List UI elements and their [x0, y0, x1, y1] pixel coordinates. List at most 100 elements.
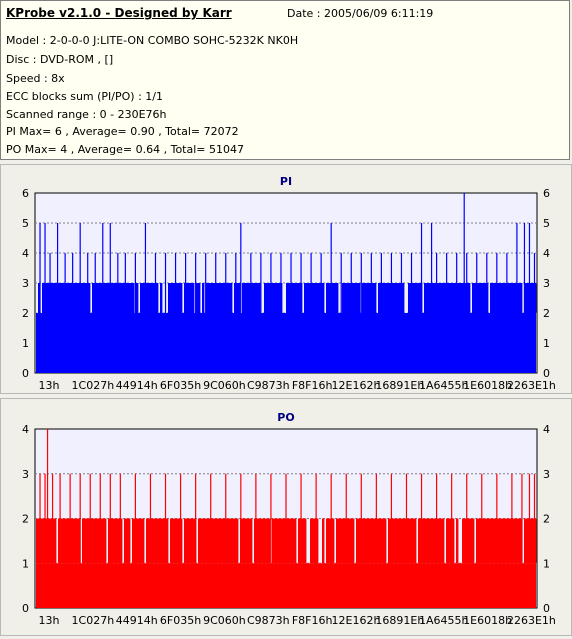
plateau-bar	[332, 283, 335, 313]
plateau-bar	[372, 518, 375, 564]
plateau-bar	[510, 283, 513, 313]
plateau-bar	[86, 518, 89, 564]
plateau-bar	[176, 283, 179, 313]
plateau-bar	[426, 283, 429, 313]
plateau-bar	[344, 283, 347, 313]
plateau-bar	[274, 518, 277, 564]
y-tick-label-right: 5	[543, 217, 550, 230]
y-tick-label-left: 2	[22, 513, 29, 526]
plateau-bar	[382, 518, 385, 564]
plateau-bar	[156, 283, 159, 313]
plateau-bar	[104, 518, 107, 564]
y-tick-label-left: 4	[22, 247, 29, 260]
plateau-bar	[508, 518, 511, 564]
plateau-bar	[500, 283, 503, 313]
plateau-bar	[474, 283, 477, 313]
plateau-bar	[48, 518, 51, 564]
plateau-bar	[242, 518, 245, 564]
plateau-bar	[482, 283, 485, 313]
plateau-bar	[504, 518, 507, 564]
plateau-bar	[348, 283, 351, 313]
plateau-bar	[98, 283, 101, 313]
plateau-bar	[358, 283, 361, 313]
plateau-bar	[410, 518, 413, 564]
plateau-bar	[48, 283, 51, 313]
plateau-bar	[388, 283, 391, 313]
baseline-bar	[36, 313, 536, 373]
plateau-bar	[260, 518, 263, 564]
plateau-bar	[42, 518, 45, 564]
plateau-bar	[58, 518, 61, 564]
plateau-bar	[328, 518, 331, 564]
plateau-bar	[152, 283, 155, 313]
plateau-bar	[288, 518, 291, 564]
plateau-bar	[96, 283, 99, 313]
plateau-bar	[450, 283, 453, 313]
plateau-bar	[126, 518, 129, 564]
plateau-bar	[264, 518, 267, 564]
plateau-bar	[210, 283, 213, 313]
plateau-bar	[400, 518, 403, 564]
plateau-bar	[380, 518, 383, 564]
plateau-bar	[444, 283, 447, 313]
plateau-bar	[412, 518, 415, 564]
chart-title: PO	[277, 411, 294, 424]
y-tick-label-left: 3	[22, 277, 29, 290]
x-tick-label: C9873h	[247, 614, 290, 627]
plateau-bar	[114, 283, 117, 313]
plateau-bar	[50, 518, 53, 564]
plateau-bar	[172, 518, 175, 564]
plateau-bar	[518, 283, 521, 313]
plateau-bar	[216, 283, 219, 313]
plateau-bar	[36, 518, 39, 564]
plateau-bar	[448, 283, 451, 313]
plateau-bar	[468, 518, 471, 564]
plateau-bar	[116, 518, 119, 564]
plateau-bar	[112, 283, 115, 313]
x-tick-label: F8F16h	[292, 379, 333, 392]
plateau-bar	[110, 518, 113, 564]
plateau-bar	[364, 518, 367, 564]
plateau-bar	[266, 518, 269, 564]
plateau-bar	[114, 518, 117, 564]
plateau-bar	[274, 283, 277, 313]
plateau-bar	[374, 518, 377, 564]
plateau-bar	[160, 283, 163, 313]
plateau-bar	[186, 283, 189, 313]
plateau-bar	[314, 283, 317, 313]
x-tick-label: F8F16h	[292, 614, 333, 627]
plateau-bar	[428, 283, 431, 313]
plateau-bar	[54, 518, 57, 564]
plateau-bar	[254, 518, 257, 564]
plateau-bar	[458, 283, 461, 313]
plateau-bar	[148, 283, 151, 313]
po-chart-panel: PO 0 0 1 1 2 2 3 3 4 4 13h 1C027h 44914h 6F035h 9C060h C…	[0, 398, 572, 636]
plateau-bar	[358, 518, 361, 564]
plateau-bar	[510, 518, 513, 564]
plateau-bar	[366, 283, 369, 313]
plateau-bar	[188, 518, 191, 564]
plateau-bar	[286, 283, 289, 313]
plateau-bar	[508, 283, 511, 313]
plateau-bar	[314, 518, 317, 564]
x-tick-label: 16891Eh	[375, 379, 424, 392]
plateau-bar	[68, 518, 71, 564]
plateau-bar	[190, 518, 193, 564]
plateau-bar	[252, 283, 255, 313]
plateau-bar	[76, 283, 79, 313]
plateau-bar	[202, 283, 205, 313]
plateau-bar	[226, 283, 229, 313]
plateau-bar	[452, 283, 455, 313]
x-tick-label: 1A6455h	[419, 379, 469, 392]
plateau-bar	[478, 283, 481, 313]
plateau-bar	[316, 283, 319, 313]
plateau-bar	[530, 283, 533, 313]
plateau-bar	[480, 283, 483, 313]
plateau-bar	[342, 518, 345, 564]
plateau-bar	[178, 518, 181, 564]
plateau-bar	[336, 518, 339, 564]
plateau-bar	[272, 518, 275, 564]
info-panel: KProbe v2.1.0 - Designed by Karr Date : …	[0, 0, 570, 160]
plateau-bar	[212, 518, 215, 564]
plateau-bar	[490, 518, 493, 564]
